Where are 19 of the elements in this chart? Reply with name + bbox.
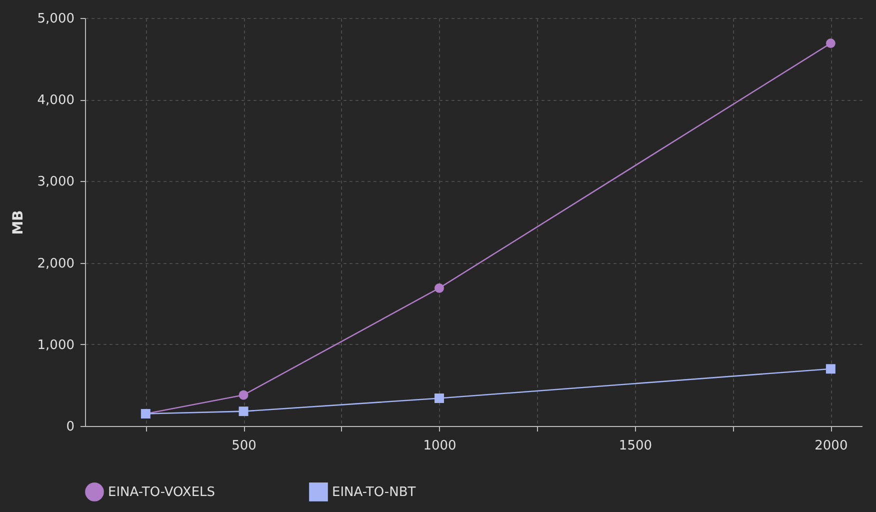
point — [238, 390, 248, 400]
x-tick-label: 1500 — [618, 438, 652, 454]
point — [826, 38, 836, 48]
point — [434, 394, 444, 403]
y-tick-label: 4,000 — [37, 93, 74, 108]
y-tick-label: 2,000 — [37, 256, 74, 272]
y-tick-label: 3,000 — [37, 174, 74, 190]
point — [434, 283, 444, 293]
x-tick-label: 500 — [232, 438, 256, 454]
x-tick-label: 1000 — [423, 438, 456, 454]
point — [826, 364, 836, 374]
legend-label: EINA-TO-NBT — [332, 484, 416, 500]
legend-label: EINA-TO-VOXELS — [108, 484, 216, 500]
y-tick-label: 5,000 — [37, 12, 74, 26]
y-axis-title: MB — [10, 210, 26, 235]
x-tick-label: 2000 — [814, 438, 848, 454]
y-tick-label: 1,000 — [37, 338, 74, 353]
y-tick-label: 0 — [66, 420, 74, 434]
point — [238, 406, 248, 416]
